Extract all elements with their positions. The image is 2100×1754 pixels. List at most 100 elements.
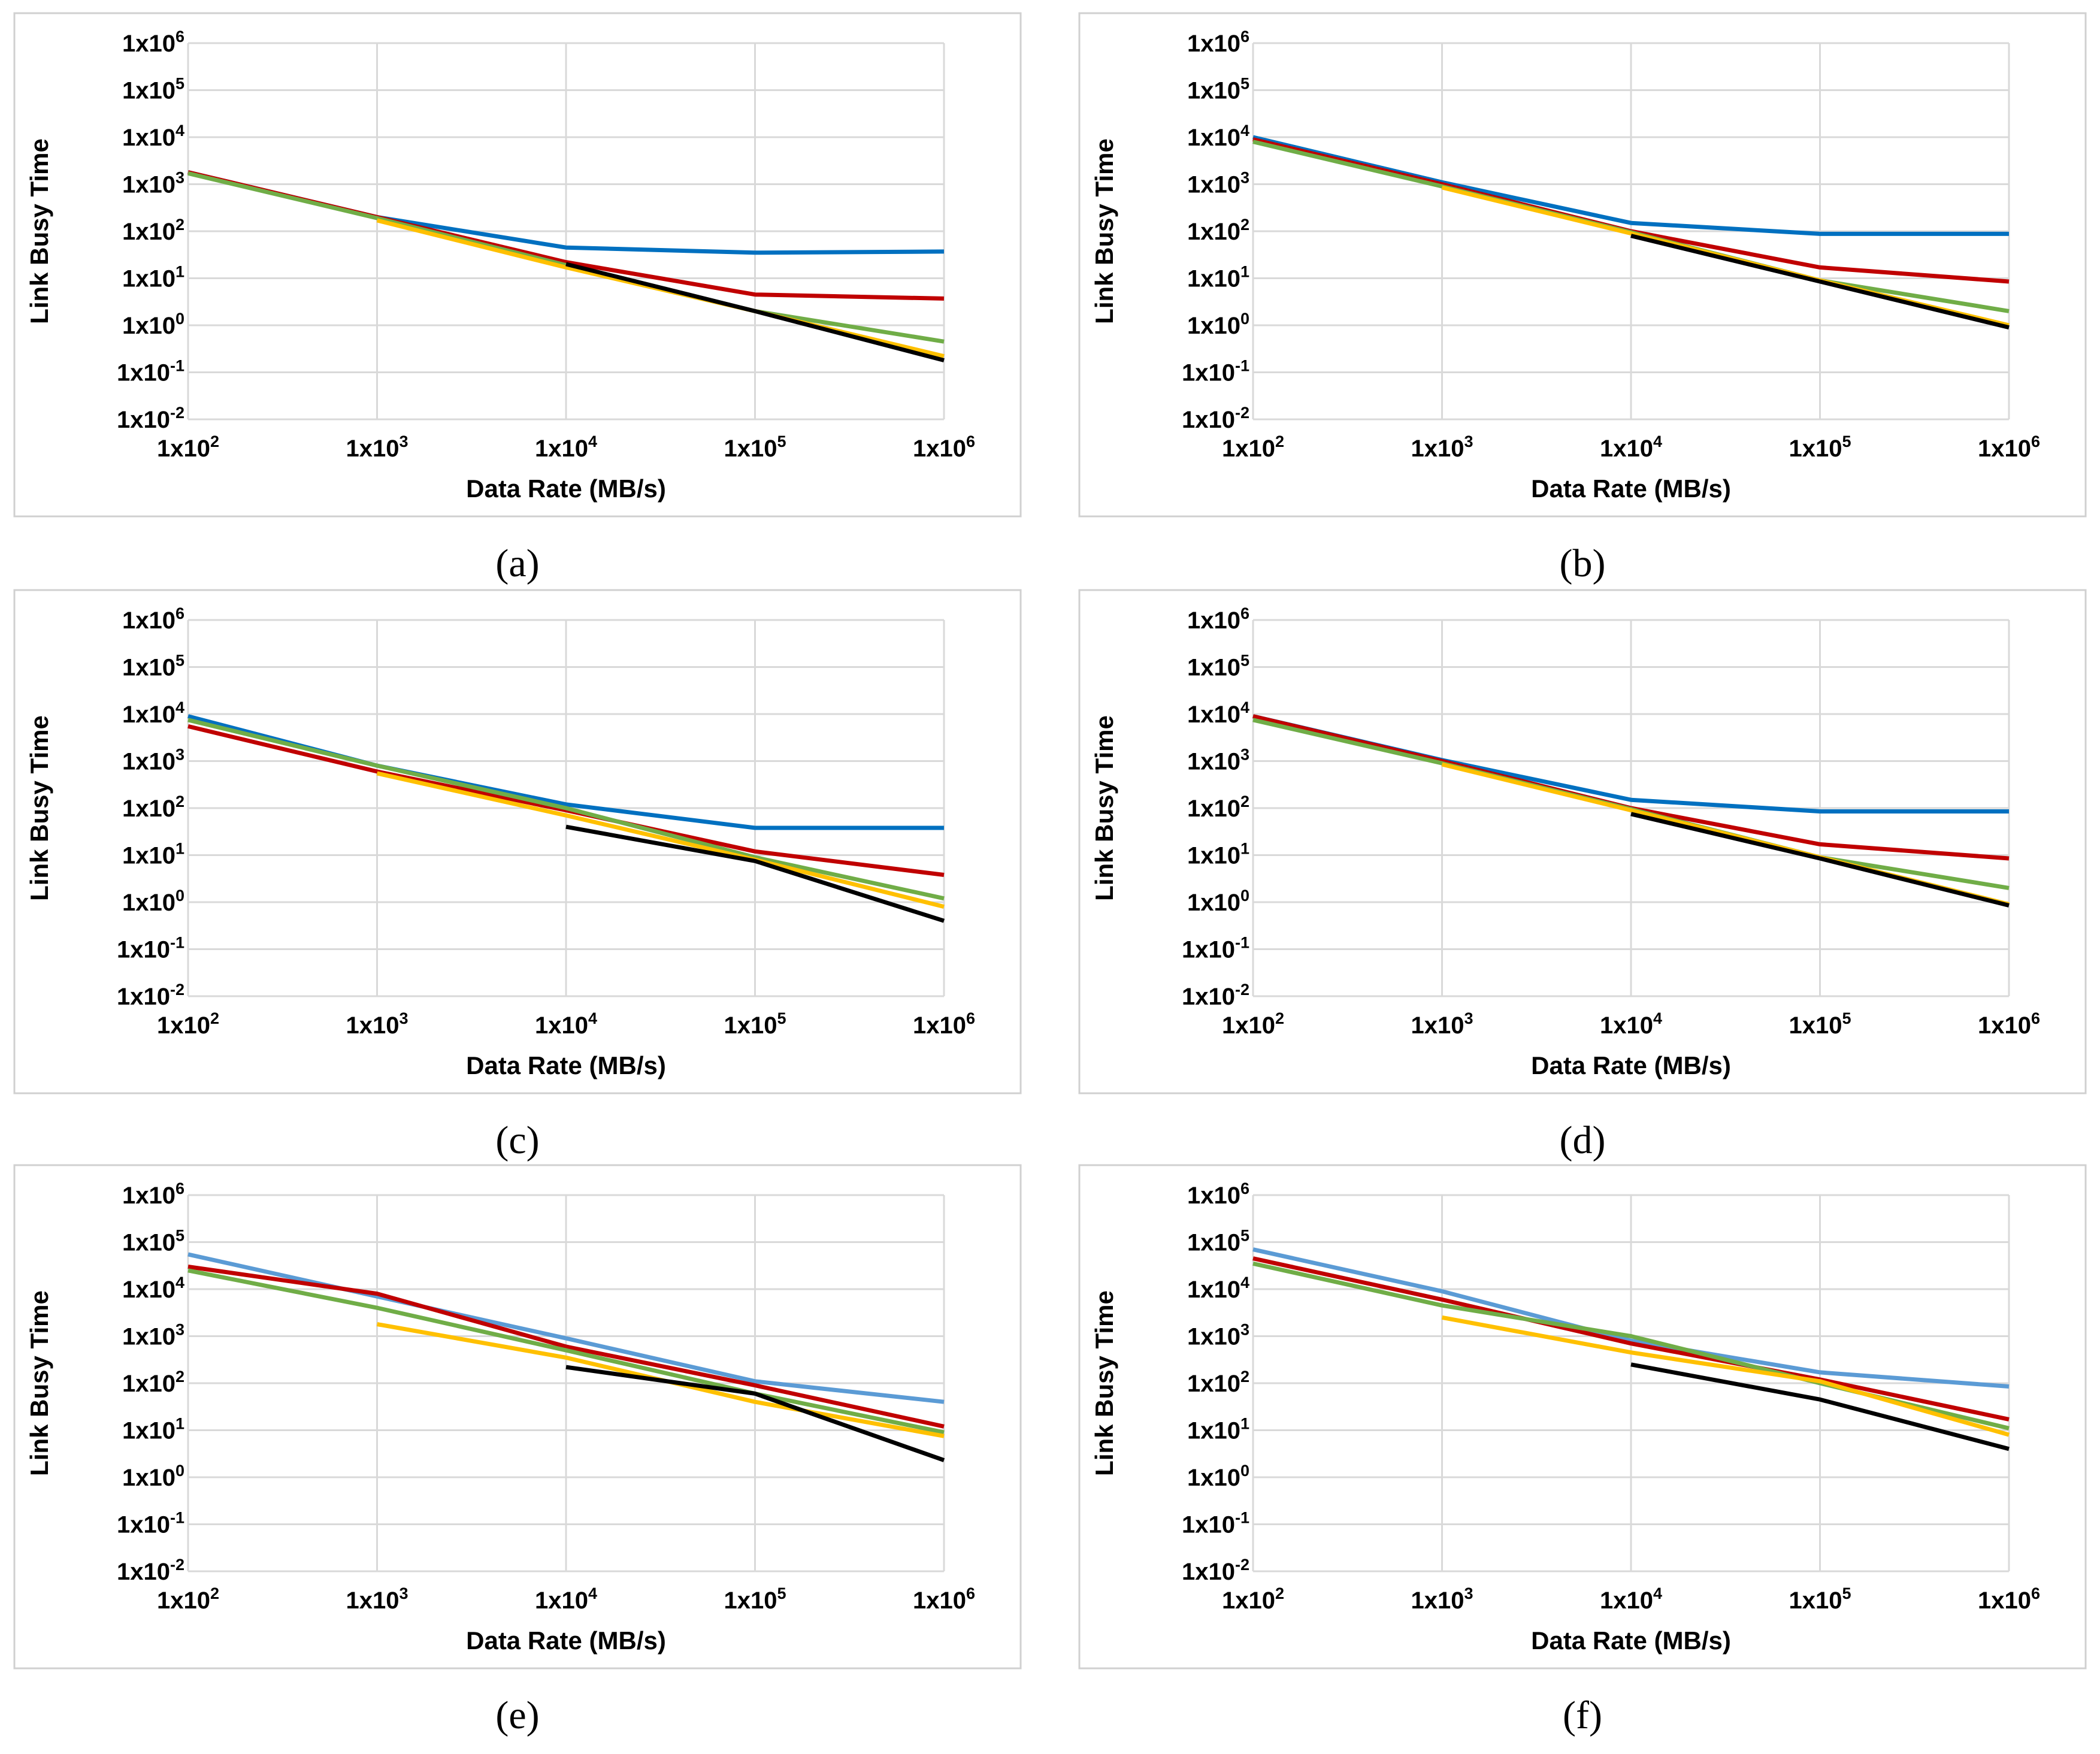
series-line-black [1630, 1362, 2010, 1451]
y-tick-label: 1x101 [122, 263, 184, 292]
y-tick-label: 1x102 [1187, 216, 1249, 245]
series-line-red [187, 1265, 945, 1429]
y-tick-label: 1x10-1 [1182, 357, 1249, 386]
x-axis-title: Data Rate (MB/s) [1531, 474, 1731, 503]
chart-frame [1078, 1164, 2087, 1670]
x-axis-title: Data Rate (MB/s) [466, 474, 666, 503]
series-line-yellow [1441, 1315, 2010, 1437]
y-tick-label: 1x103 [1187, 169, 1249, 198]
y-tick-label: 1x10-2 [1182, 1556, 1249, 1585]
x-tick-label: 1x102 [157, 1009, 219, 1039]
y-tick-label: 1x105 [122, 75, 184, 104]
y-tick-label: 1x102 [122, 216, 184, 245]
y-tick-label: 1x105 [122, 1227, 184, 1256]
x-tick-label: 1x102 [1222, 433, 1284, 462]
y-tick-label: 1x10-2 [117, 404, 184, 433]
y-axis-title: Link Busy Time [25, 715, 53, 901]
y-axis-title: Link Busy Time [1090, 138, 1118, 324]
y-tick-label: 1x102 [122, 793, 184, 822]
x-tick-label: 1x106 [913, 433, 975, 462]
x-tick-label: 1x106 [913, 1584, 975, 1614]
x-tick-label: 1x103 [1411, 1009, 1473, 1039]
y-tick-label: 1x103 [1187, 1321, 1249, 1350]
y-tick-label: 1x104 [122, 698, 184, 728]
y-tick-label: 1x101 [122, 1415, 184, 1444]
chart-panel-b: 1x10-2 1x10-1 1x100 1x101 1x102 1x103 1x104 1x1… [1078, 12, 2087, 585]
y-axis-title: Link Busy Time [25, 138, 53, 324]
x-tick-label: 1x104 [1600, 1584, 1662, 1614]
series-line-black [565, 262, 945, 362]
y-tick-label: 1x105 [1187, 1227, 1249, 1256]
chart-panel-f: 1x10-2 1x10-1 1x100 1x101 1x102 1x103 1x104 1x1… [1078, 1164, 2087, 1737]
y-tick-label: 1x10-1 [117, 1509, 184, 1538]
x-tick-label: 1x106 [913, 1009, 975, 1039]
y-tick-label: 1x104 [1187, 1274, 1249, 1303]
y-tick-label: 1x10-2 [1182, 981, 1249, 1010]
panel-label: (f) [1563, 1693, 1602, 1737]
y-tick-label: 1x10-2 [117, 1556, 184, 1585]
x-axis-title: Data Rate (MB/s) [1531, 1626, 1731, 1655]
x-tick-label: 1x105 [724, 433, 786, 462]
x-tick-label: 1x102 [157, 1584, 219, 1614]
y-axis-title: Link Busy Time [1090, 715, 1118, 901]
series-line-yellow [376, 771, 945, 909]
y-tick-label: 1x100 [1187, 310, 1249, 339]
y-tick-label: 1x102 [1187, 1368, 1249, 1397]
y-tick-label: 1x105 [1187, 75, 1249, 104]
x-tick-label: 1x106 [1978, 1009, 2040, 1039]
chart-panel-a: 1x10-2 1x10-1 1x100 1x101 1x102 1x103 1x104 1x1… [13, 12, 1022, 585]
y-tick-label: 1x10-1 [117, 357, 184, 386]
y-tick-label: 1x103 [122, 1321, 184, 1350]
y-tick-label: 1x10-1 [1182, 1509, 1249, 1538]
y-axis-title: Link Busy Time [25, 1290, 53, 1476]
y-tick-label: 1x104 [1187, 698, 1249, 728]
panel-label: (c) [495, 1118, 539, 1162]
x-tick-label: 1x103 [346, 1009, 408, 1039]
x-tick-label: 1x104 [535, 1009, 597, 1039]
y-tick-label: 1x104 [1187, 122, 1249, 151]
y-tick-label: 1x102 [122, 1368, 184, 1397]
series-line-black [565, 1365, 945, 1462]
series-line-lightblue [187, 1252, 945, 1404]
y-tick-label: 1x102 [1187, 793, 1249, 822]
x-tick-label: 1x104 [1600, 1009, 1662, 1039]
y-tick-label: 1x104 [122, 122, 184, 151]
y-tick-label: 1x101 [1187, 1415, 1249, 1444]
y-tick-label: 1x106 [1187, 604, 1249, 634]
series-line-green [187, 718, 945, 901]
y-axis-title: Link Busy Time [1090, 1290, 1118, 1476]
y-tick-label: 1x100 [1187, 887, 1249, 916]
x-tick-label: 1x106 [1978, 1584, 2040, 1614]
series-line-black [565, 824, 945, 923]
panel-label: (b) [1560, 542, 1606, 585]
y-tick-label: 1x100 [122, 887, 184, 916]
panel-label: (a) [495, 542, 539, 585]
panel-label: (e) [495, 1693, 539, 1737]
chart-panel-c: 1x10-2 1x10-1 1x100 1x101 1x102 1x103 1x104 1x1… [13, 589, 1022, 1162]
y-tick-label: 1x103 [1187, 746, 1249, 775]
series-line-black [1630, 234, 2010, 330]
x-tick-label: 1x103 [1411, 1584, 1473, 1614]
y-tick-label: 1x106 [1187, 28, 1249, 57]
x-tick-label: 1x105 [724, 1009, 786, 1039]
chart-frame [1078, 12, 2087, 518]
x-tick-label: 1x104 [1600, 433, 1662, 462]
chart-panel-e: 1x10-2 1x10-1 1x100 1x101 1x102 1x103 1x104 1x1… [13, 1164, 1022, 1737]
x-tick-label: 1x102 [1222, 1584, 1284, 1614]
y-tick-label: 1x101 [122, 840, 184, 869]
series-line-black [1630, 812, 2010, 908]
x-tick-label: 1x104 [535, 433, 597, 462]
y-tick-label: 1x106 [122, 28, 184, 57]
x-tick-label: 1x104 [535, 1584, 597, 1614]
x-tick-label: 1x103 [1411, 433, 1473, 462]
chart-frame [13, 1164, 1022, 1670]
y-tick-label: 1x105 [122, 652, 184, 681]
y-tick-label: 1x106 [122, 604, 184, 634]
y-tick-label: 1x106 [122, 1180, 184, 1209]
y-tick-label: 1x105 [1187, 652, 1249, 681]
y-tick-label: 1x10-2 [1182, 404, 1249, 433]
series-line-green [187, 1268, 945, 1435]
y-tick-label: 1x100 [122, 1462, 184, 1491]
panel-label: (d) [1560, 1118, 1606, 1162]
